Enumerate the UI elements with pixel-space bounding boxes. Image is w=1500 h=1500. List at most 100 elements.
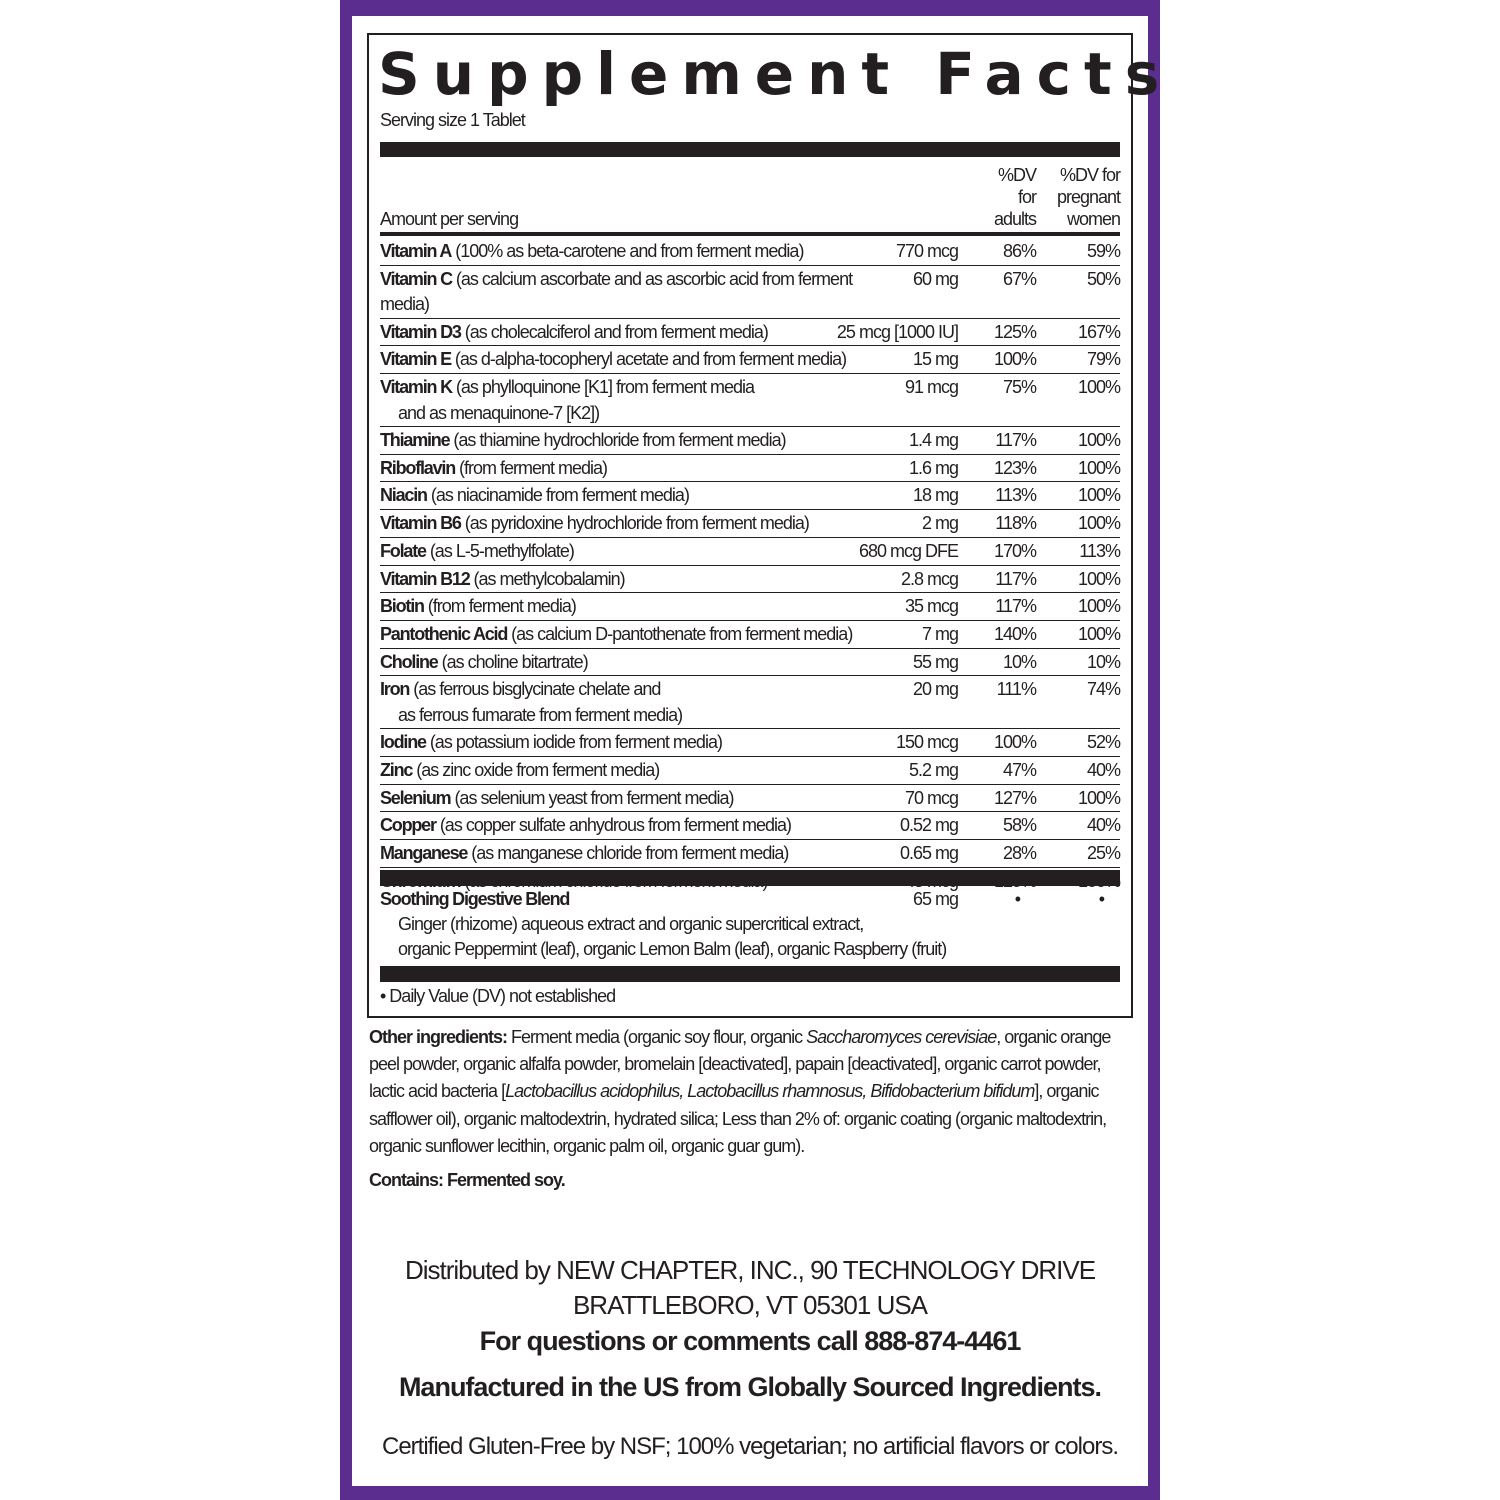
nutrient-description: Niacin (as niacinamide from ferment medi…: [380, 483, 900, 509]
nutrient-source: (as phylloquinone [K1] from ferment medi…: [451, 377, 755, 398]
text-italic: Saccharomyces cerevisiae: [806, 1027, 997, 1047]
amount: 55 mg: [912, 651, 959, 672]
dv-pregnant: 100%: [1077, 787, 1121, 808]
nutrient-name: Biotin: [380, 596, 425, 617]
manufactured-statement: Manufactured in the US from Globally Sou…: [398, 1372, 1102, 1402]
dv-adults: 127%: [993, 787, 1037, 808]
nutrient-source: (as potassium iodide from ferment media): [425, 732, 723, 753]
nutrient-source: (as choline bitartrate): [437, 651, 589, 672]
table-row: Riboflavin (from ferment media) 1.6 mg 123…: [380, 455, 1121, 483]
dv-adults: 86%: [1002, 241, 1037, 261]
nutrient-name: Vitamin B12: [380, 568, 471, 589]
nutrient-source: (100% as beta-carotene and from ferment …: [451, 241, 804, 261]
nutrient-name: Vitamin A: [380, 241, 452, 261]
table-row: Vitamin E (as d-alpha-tocopheryl acetate…: [380, 346, 1121, 375]
table-row: Selenium (as selenium yeast from ferment…: [380, 785, 1121, 813]
table-row: Niacin (as niacinamide from ferment medi…: [380, 482, 1121, 511]
nutrient-description: Biotin (from ferment media): [380, 594, 900, 620]
amount: 1.6 mg: [908, 457, 959, 478]
amount: 1.4 mg: [908, 430, 959, 451]
nutrient-source-cont: as ferrous fumarate from ferment media): [398, 704, 683, 725]
nutrient-source: (as manganese chloride from ferment medi…: [467, 843, 789, 863]
dv-pregnant: 100%: [1077, 568, 1121, 589]
nutrient-table: Vitamin A (100% as beta-carotene and fro…: [380, 238, 1121, 895]
nutrient-name: Zinc: [380, 759, 413, 780]
amount: 25 mcg [1000 IU]: [836, 321, 959, 342]
nutrient-description: Manganese (as manganese chloride from fe…: [380, 841, 900, 867]
nutrient-name: Folate: [380, 540, 427, 561]
dv-pregnant: 74%: [1086, 679, 1121, 700]
table-row: Folate (as L-5-methylfolate) 680 mcg DFE 1…: [380, 538, 1121, 566]
dv-pregnant: 167%: [1077, 321, 1121, 342]
nutrient-name: Pantothenic Acid: [380, 623, 508, 644]
dv-adults: 113%: [995, 485, 1037, 506]
amount: 2.8 mcg: [900, 568, 959, 589]
table-row: Manganese (as manganese chloride from fe…: [380, 840, 1121, 868]
amount: 70 mcg: [904, 787, 959, 808]
blend-section: Soothing Digestive Blend 65 mg • • Ginge…: [380, 887, 1120, 962]
dv-adults: 10%: [1002, 651, 1037, 672]
amount: 0.65 mg: [899, 843, 959, 863]
dv-adults: 140%: [993, 623, 1037, 644]
nutrient-name: Riboflavin: [380, 457, 456, 478]
other-ingredients: Other ingredients: Ferment media (organi…: [369, 1024, 1134, 1160]
table-row: Vitamin B12 (as methylcobalamin) 2.8 mcg 1…: [380, 566, 1121, 594]
dv-pregnant: 100%: [1077, 430, 1121, 451]
divider-thick: [380, 142, 1120, 157]
table-row: Vitamin D3 (as cholecalciferol and from …: [380, 319, 1121, 347]
table-row: Choline (as choline bitartrate) 55 mg 10% 1…: [380, 649, 1121, 677]
nutrient-description: Vitamin C (as calcium ascorbate and as a…: [380, 267, 900, 318]
dv-adults: 47%: [1002, 759, 1037, 780]
nutrient-source: (as pyridoxine hydrochloride from fermen…: [460, 513, 810, 534]
nutrient-source: (from ferment media): [423, 596, 577, 617]
nutrient-name: Iodine: [380, 732, 427, 753]
footnote: • Daily Value (DV) not established: [380, 986, 616, 1006]
nutrient-source: (as zinc oxide from ferment media): [412, 759, 660, 780]
amount: 60 mg: [912, 268, 959, 289]
table-row: Vitamin B6 (as pyridoxine hydrochloride …: [380, 510, 1121, 538]
dv-adults: 118%: [995, 513, 1037, 534]
dv-pregnant: 113%: [1079, 540, 1121, 561]
nutrient-source: (as methylcobalamin): [469, 568, 626, 589]
dv-pregnant: 25%: [1086, 843, 1121, 863]
nutrient-name: Vitamin B6: [380, 513, 462, 534]
dv-adults: 117%: [995, 430, 1037, 451]
contact-phone: For questions or comments call 888-874-4…: [479, 1326, 1022, 1356]
amount: 5.2 mg: [908, 759, 959, 780]
dv-pregnant: 100%: [1077, 623, 1121, 644]
text: ], organic safflower oil), organic malto…: [369, 1081, 1107, 1156]
nutrient-description: Iodine (as potassium iodide from ferment…: [380, 730, 900, 756]
serving-size: Serving size 1 Tablet: [380, 110, 526, 130]
blend-dv-adults: •: [1014, 889, 1021, 909]
dv-adults: 123%: [993, 457, 1037, 478]
amount: 20 mg: [912, 679, 959, 700]
dv-adults: 111%: [996, 679, 1037, 700]
nutrient-description: Vitamin E (as d-alpha-tocopheryl acetate…: [380, 347, 900, 373]
table-row: Iodine (as potassium iodide from ferment…: [380, 729, 1121, 757]
nutrient-name: Vitamin K: [380, 377, 453, 398]
nutrient-description: Copper (as copper sulfate anhydrous from…: [380, 813, 900, 839]
table-row: Iron (as ferrous bisglycinate chelate an…: [380, 676, 1121, 730]
dv-pregnant-header: %DV for pregnant women: [1057, 164, 1121, 230]
nutrient-description: Selenium (as selenium yeast from ferment…: [380, 786, 900, 812]
dv-adults: 117%: [995, 596, 1037, 617]
dv-adults-header: %DV for adults: [994, 164, 1037, 230]
panel-title: Supplement Facts: [378, 40, 1173, 108]
table-row: Thiamine (as thiamine hydrochloride from…: [380, 427, 1121, 455]
nutrient-name: Manganese: [380, 843, 468, 863]
text: Ferment media (organic soy flour, organi…: [507, 1027, 807, 1047]
dv-adults: 75%: [1002, 377, 1037, 398]
nutrient-name: Iron: [380, 679, 410, 700]
nutrient-description: Pantothenic Acid (as calcium D-pantothen…: [380, 622, 900, 648]
dv-pregnant: 100%: [1077, 457, 1121, 478]
nutrient-source: (from ferment media): [455, 457, 608, 478]
nutrient-description: Choline (as choline bitartrate): [380, 650, 900, 676]
amount: 680 mcg DFE: [858, 540, 959, 561]
nutrient-source: (as thiamine hydrochloride from ferment …: [449, 430, 786, 451]
amount: 150 mcg: [895, 732, 959, 753]
nutrient-source: (as ferrous bisglycinate chelate and: [409, 679, 661, 700]
dv-adults: 67%: [1002, 268, 1037, 289]
text-italic: Lactobacillus acidophilus, Lactobacillus…: [505, 1081, 1035, 1102]
table-row: Copper (as copper sulfate anhydrous from…: [380, 812, 1121, 840]
amount: 35 mcg: [904, 596, 959, 617]
